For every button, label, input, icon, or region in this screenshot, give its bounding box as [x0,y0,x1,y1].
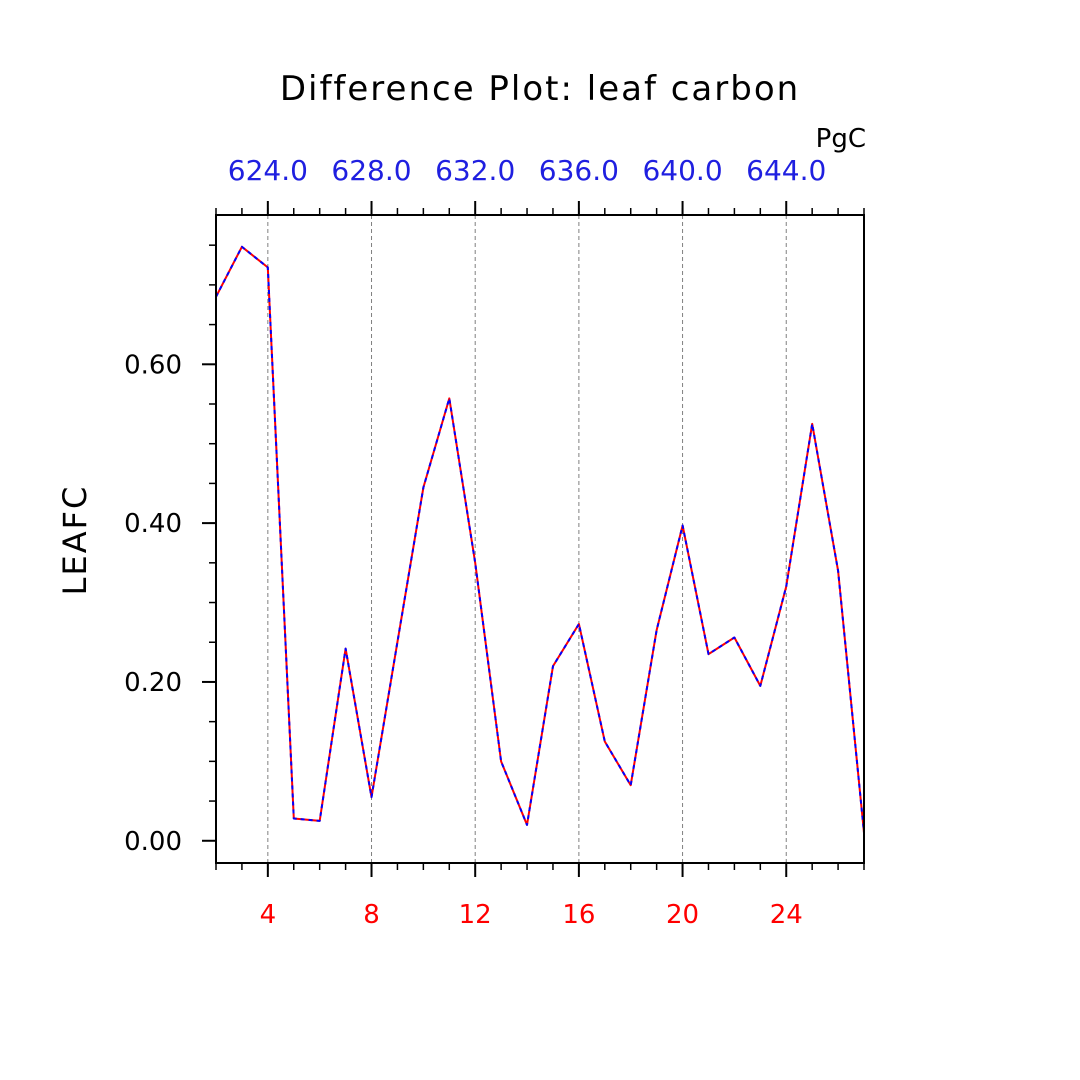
top-tick-label: 632.0 [435,154,515,187]
series-line-2 [215,245,865,833]
x-tick-label: 8 [363,900,380,930]
top-tick-label: 624.0 [228,154,308,187]
gridlines [267,215,787,863]
x-tick-label: 20 [666,900,699,930]
axes: 4 624.0 8 628.0 12 632.0 16 636.0 20 640.0 24 644.0… [124,154,865,930]
x-tick-label: 16 [562,900,595,930]
plot-frame [215,214,865,864]
y-axis-label: LEAFC [56,485,94,596]
top-axis-unit: PgC [816,124,866,154]
x-tick-label: 12 [459,900,492,930]
series-layer [215,245,865,833]
top-tick-label: 636.0 [539,154,619,187]
y-tick-label: 0.40 [124,509,182,539]
top-tick-label: 628.0 [331,154,411,187]
x-tick-label: 24 [770,900,803,930]
y-tick-label: 0.00 [124,827,182,857]
chart-title: Difference Plot: leaf carbon [280,69,800,109]
top-tick-label: 644.0 [746,154,826,187]
y-tick-label: 0.60 [124,350,182,380]
y-tick-label: 0.20 [124,668,182,698]
x-tick-label: 4 [260,900,277,930]
top-tick-label: 640.0 [642,154,722,187]
